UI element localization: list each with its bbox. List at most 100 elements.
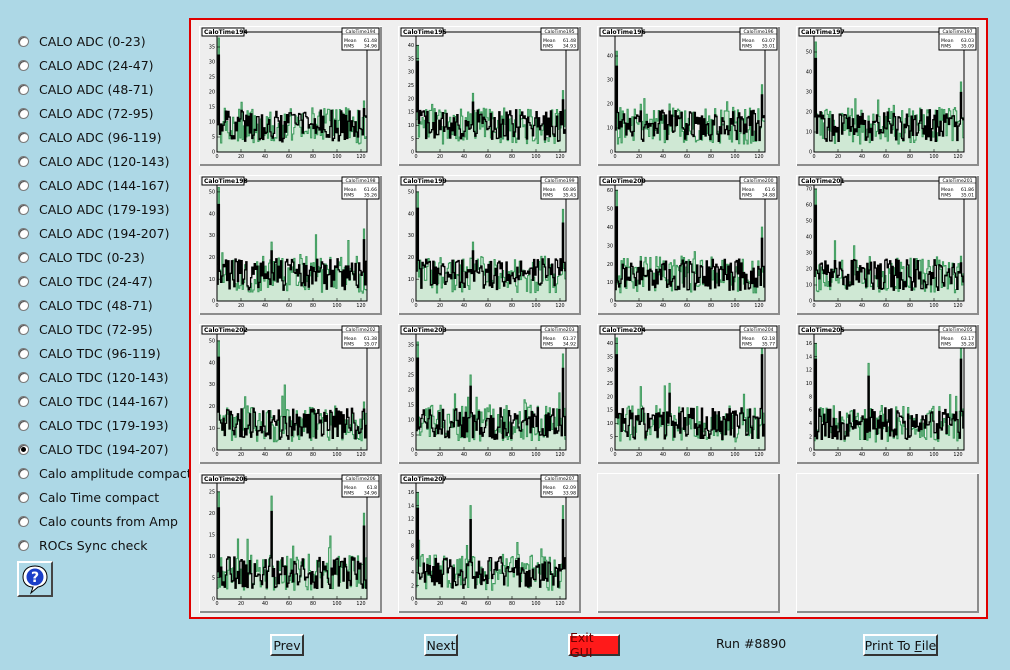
histogram-pad[interactable]: 0204060801001200510152025303540CaloTime1… bbox=[199, 26, 382, 166]
radio-option-21[interactable]: Calo counts from Amp bbox=[18, 511, 178, 531]
stats-rms-value: 35.07 bbox=[364, 342, 377, 348]
histogram-pad[interactable]: 0 20 40 60 80 100 120 0 10 20 30 40 50 CaloTime198 Cal… bbox=[199, 175, 382, 315]
radio-button[interactable] bbox=[18, 395, 29, 407]
stats-name: CaloTime206 bbox=[345, 476, 375, 482]
radio-button[interactable] bbox=[18, 83, 29, 95]
radio-button[interactable] bbox=[18, 35, 29, 47]
y-tick-label: 20 bbox=[408, 96, 414, 102]
radio-button[interactable] bbox=[18, 107, 29, 119]
radio-option-9[interactable]: CALO ADC (194-207) bbox=[18, 223, 169, 243]
histogram-pad[interactable]: 0204060801001200102030405060CaloTime197C… bbox=[796, 26, 979, 166]
x-tick-label: 0 bbox=[414, 601, 417, 607]
radio-option-3[interactable]: CALO ADC (48-71) bbox=[18, 79, 154, 99]
x-tick-label: 80 bbox=[509, 601, 515, 607]
histogram-pad[interactable]: 020406080100120051015202530354045CaloTim… bbox=[597, 324, 780, 464]
radio-button[interactable] bbox=[18, 155, 29, 167]
radio-option-10[interactable]: CALO TDC (0-23) bbox=[18, 247, 145, 267]
x-tick-label: 100 bbox=[531, 303, 540, 309]
y-tick-label: 60 bbox=[607, 188, 613, 194]
histogram-pad[interactable]: 0 20 40 60 80 100 120 0 10 20 30 40 50 CaloTime202 Cal… bbox=[199, 324, 382, 464]
stats-rms-value: 35.01 bbox=[961, 193, 974, 199]
histogram-pad[interactable]: 0 20 40 60 80 100 120 0 10 20 30 40 50 60 CaloTime200 C… bbox=[597, 175, 780, 315]
y-tick-label: 20 bbox=[806, 267, 812, 273]
exit-gui-button[interactable]: Exit GUI bbox=[568, 630, 620, 660]
stats-mean-value: 61.38 bbox=[364, 336, 377, 342]
radio-option-2[interactable]: CALO ADC (24-47) bbox=[18, 55, 154, 75]
radio-button[interactable] bbox=[18, 323, 29, 335]
histogram-pad[interactable]: 020406080100120024681012141618CaloTime20… bbox=[796, 324, 979, 464]
radio-option-18[interactable]: CALO TDC (194-207) bbox=[18, 439, 169, 459]
radio-option-6[interactable]: CALO ADC (120-143) bbox=[18, 151, 169, 171]
stats-mean-label: Mean bbox=[941, 187, 954, 193]
stats-rms-label: RMS bbox=[742, 342, 752, 348]
histogram-pad[interactable]: 0204060801001200510152025303540CaloTime2… bbox=[398, 324, 581, 464]
radio-option-20[interactable]: Calo Time compact bbox=[18, 487, 159, 507]
y-tick-label: 35 bbox=[607, 354, 613, 360]
next-button[interactable]: Next bbox=[424, 634, 458, 656]
radio-button[interactable] bbox=[18, 467, 29, 479]
radio-option-12[interactable]: CALO TDC (48-71) bbox=[18, 295, 153, 315]
radio-option-22[interactable]: ROCs Sync check bbox=[18, 535, 147, 555]
radio-button[interactable] bbox=[18, 539, 29, 551]
radio-button[interactable] bbox=[18, 227, 29, 239]
radio-option-16[interactable]: CALO TDC (144-167) bbox=[18, 391, 169, 411]
radio-button[interactable] bbox=[18, 371, 29, 383]
y-tick-label: 14 bbox=[806, 354, 812, 360]
y-tick-label: 30 bbox=[408, 70, 414, 76]
x-tick-label: 0 bbox=[414, 303, 417, 309]
stats-rms-value: 34.88 bbox=[762, 193, 775, 199]
histogram-canvas[interactable]: 0204060801001200510152025303540CaloTime1… bbox=[189, 18, 988, 619]
stats-mean-label: Mean bbox=[742, 336, 755, 342]
radio-option-13[interactable]: CALO TDC (72-95) bbox=[18, 319, 153, 339]
y-tick-label: 35 bbox=[408, 343, 414, 349]
stats-rms-label: RMS bbox=[344, 342, 354, 348]
radio-label: CALO TDC (48-71) bbox=[39, 297, 153, 313]
radio-button[interactable] bbox=[18, 59, 29, 71]
histogram-series-black bbox=[416, 207, 566, 291]
empty-pad[interactable] bbox=[796, 473, 979, 613]
help-button[interactable]: ? bbox=[17, 561, 53, 597]
y-tick-label: 30 bbox=[408, 233, 414, 239]
radio-option-1[interactable]: CALO ADC (0-23) bbox=[18, 31, 146, 51]
histogram-pad[interactable]: 0 20 40 60 80 100 120 0 5 10 15 20 25 CaloTime206 Calo… bbox=[199, 473, 382, 613]
y-tick-label: 4 bbox=[809, 421, 812, 427]
empty-pad[interactable] bbox=[597, 473, 780, 613]
radio-button[interactable] bbox=[18, 515, 29, 527]
y-tick-label: 40 bbox=[607, 225, 613, 231]
radio-button[interactable] bbox=[18, 419, 29, 431]
radio-button[interactable] bbox=[18, 203, 29, 215]
radio-option-8[interactable]: CALO ADC (179-193) bbox=[18, 199, 169, 219]
stats-mean-label: Mean bbox=[941, 336, 954, 342]
x-tick-label: 40 bbox=[262, 303, 268, 309]
radio-label: Calo counts from Amp bbox=[39, 513, 178, 529]
radio-button[interactable] bbox=[18, 251, 29, 263]
radio-label: CALO ADC (0-23) bbox=[39, 33, 146, 49]
histogram-pad[interactable]: 020406080100120024681012141618CaloTime20… bbox=[398, 473, 581, 613]
radio-option-5[interactable]: CALO ADC (96-119) bbox=[18, 127, 162, 147]
histogram-pad[interactable]: 02040608010012001020304050CaloTime196Cal… bbox=[597, 26, 780, 166]
radio-button[interactable] bbox=[18, 347, 29, 359]
radio-option-4[interactable]: CALO ADC (72-95) bbox=[18, 103, 154, 123]
radio-label: CALO ADC (48-71) bbox=[39, 81, 154, 97]
radio-option-19[interactable]: Calo amplitude compact bbox=[18, 463, 192, 483]
radio-option-7[interactable]: CALO ADC (144-167) bbox=[18, 175, 169, 195]
radio-button[interactable] bbox=[18, 491, 29, 503]
radio-option-17[interactable]: CALO TDC (179-193) bbox=[18, 415, 169, 435]
stats-rms-label: RMS bbox=[742, 44, 752, 50]
radio-button[interactable] bbox=[18, 299, 29, 311]
stats-mean-label: Mean bbox=[543, 485, 556, 491]
histogram-pad[interactable]: 0 20 40 60 80 100 120 0 10 20 30 40 50 60 70 CaloTime20… bbox=[796, 175, 979, 315]
radio-button[interactable] bbox=[18, 131, 29, 143]
histogram-pad[interactable]: 0 20 40 60 80 100 120 0 10 20 30 40 50 CaloTime199 Cal… bbox=[398, 175, 581, 315]
prev-button[interactable]: Prev bbox=[270, 634, 304, 656]
radio-option-14[interactable]: CALO TDC (96-119) bbox=[18, 343, 161, 363]
radio-option-11[interactable]: CALO TDC (24-47) bbox=[18, 271, 153, 291]
y-tick-label: 10 bbox=[607, 126, 613, 132]
x-tick-label: 60 bbox=[684, 303, 690, 309]
radio-option-15[interactable]: CALO TDC (120-143) bbox=[18, 367, 169, 387]
histogram-pad[interactable]: 020406080100120051015202530354045CaloTim… bbox=[398, 26, 581, 166]
radio-button[interactable] bbox=[18, 443, 29, 455]
radio-button[interactable] bbox=[18, 179, 29, 191]
radio-button[interactable] bbox=[18, 275, 29, 287]
